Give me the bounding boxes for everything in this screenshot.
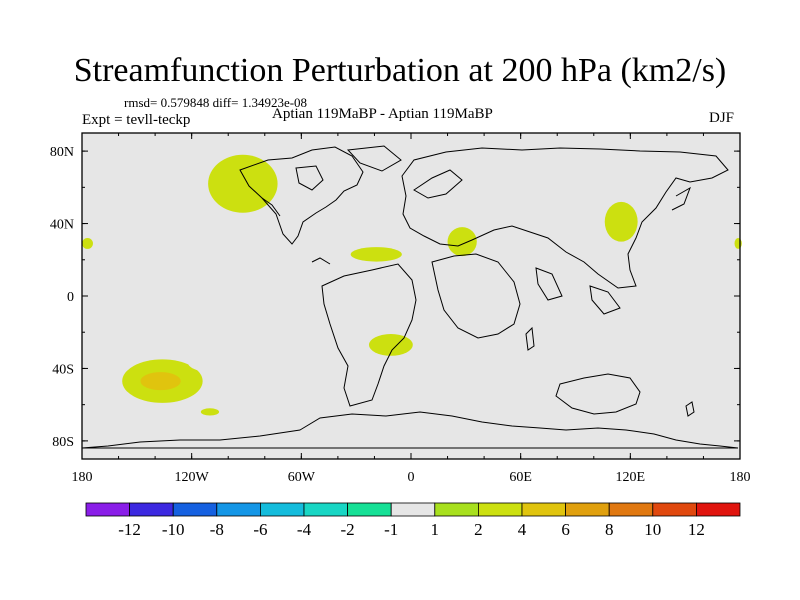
colorbar-label: -8	[210, 520, 224, 539]
colorbar-label: -12	[118, 520, 141, 539]
coastline-south-america	[321, 263, 417, 407]
coastline-north-america	[239, 146, 364, 245]
coastline-eurasia	[401, 147, 729, 289]
x-tick-label: 120W	[175, 470, 210, 485]
experiment-label: Expt = tevll-teckp	[82, 112, 191, 128]
colorbar-swatch	[129, 502, 174, 517]
coastline-greenland	[346, 145, 402, 172]
anomaly-negative-13	[361, 366, 402, 385]
coastline-layer	[81, 145, 739, 449]
season-label: DJF	[709, 110, 735, 126]
colorbar-swatch	[521, 502, 566, 517]
coastline-hudson-bay	[295, 165, 324, 191]
colorbar-label: 4	[518, 520, 527, 539]
colorbar-swatch	[303, 502, 348, 517]
colorbar-swatch	[390, 502, 436, 517]
coastline-japan	[671, 186, 691, 211]
colorbar: -12 -10 -8 -6 -4 -2 -1 1 2 4 6 8 10 12	[85, 502, 741, 539]
colorbar-swatch	[85, 502, 130, 517]
x-tick-label: 120E	[616, 470, 646, 485]
coastline-antarctica	[81, 411, 739, 449]
coastline-southeast-asia	[589, 285, 621, 315]
colorbar-swatch	[259, 502, 305, 517]
x-tick-label: 60W	[288, 470, 316, 485]
colorbar-label: -1	[384, 520, 398, 539]
colorbar-label: 1	[431, 520, 440, 539]
colorbar-swatch	[434, 502, 479, 517]
colorbar-label: -10	[162, 520, 185, 539]
anomaly-negative-14	[590, 375, 627, 387]
experiment-subtitle: Aptian 119MaBP - Aptian 119MaBP	[272, 106, 493, 122]
x-tick-label: 0	[408, 470, 415, 485]
anomaly-negative-1	[337, 185, 382, 222]
colorbar-swatch	[652, 502, 697, 517]
anomaly-positive-0	[208, 154, 278, 213]
coastline-india	[535, 267, 563, 301]
coastline-australia	[555, 373, 641, 415]
anomaly-negative-2	[213, 239, 309, 262]
coastline-scandinavia	[413, 169, 463, 199]
y-tick-label: 80N	[50, 145, 74, 160]
x-tick-label: 180	[730, 470, 751, 485]
plot-title: Streamfunction Perturbation at 200 hPa (…	[73, 52, 727, 89]
axes-layer: 180 120W 60W 0 60E 120E 180 80N 40N 0 40S 80S	[50, 133, 751, 485]
colorbar-label: -2	[341, 520, 355, 539]
colorbar-swatch	[608, 502, 654, 517]
coastline-madagascar	[525, 326, 535, 351]
anomaly-positive-4	[447, 227, 477, 257]
colorbar-swatch	[477, 502, 523, 517]
rmsd-diff-stats: rmsd= 0.579848 diff= 1.34923e-08	[124, 95, 308, 110]
coastline-africa	[431, 253, 521, 339]
y-tick-label: 40N	[50, 218, 74, 233]
coastline-baja	[261, 197, 281, 217]
colorbar-label: -4	[297, 520, 312, 539]
anomaly-positive-7	[734, 238, 742, 249]
coastline-new-zealand	[685, 401, 695, 417]
anomaly-positive-9	[140, 372, 181, 391]
colorbar-label: 10	[644, 520, 661, 539]
colorbar-label: 2	[474, 520, 483, 539]
colorbar-label: 8	[605, 520, 614, 539]
y-tick-label: 0	[67, 290, 74, 305]
colorbar-swatch	[347, 502, 392, 517]
colorbar-label: -6	[253, 520, 267, 539]
colorbar-swatch	[172, 502, 218, 517]
anomaly-positive-11	[200, 408, 220, 416]
x-tick-label: 180	[72, 470, 93, 485]
y-tick-label: 40S	[52, 362, 74, 377]
coastline-caribbean	[311, 257, 331, 265]
colorbar-swatch	[696, 502, 741, 517]
x-tick-label: 60E	[509, 470, 532, 485]
anomaly-positive-3	[350, 247, 402, 262]
colorbar-label: 6	[561, 520, 570, 539]
y-tick-label: 80S	[52, 435, 74, 450]
anomaly-positive-5	[604, 201, 638, 242]
colorbar-swatch	[216, 502, 261, 517]
anomaly-positive-6	[82, 238, 93, 249]
anomaly-negative-10	[188, 352, 262, 374]
colorbar-label: 12	[688, 520, 705, 539]
map-background	[82, 133, 740, 459]
colorbar-swatch	[565, 502, 610, 517]
